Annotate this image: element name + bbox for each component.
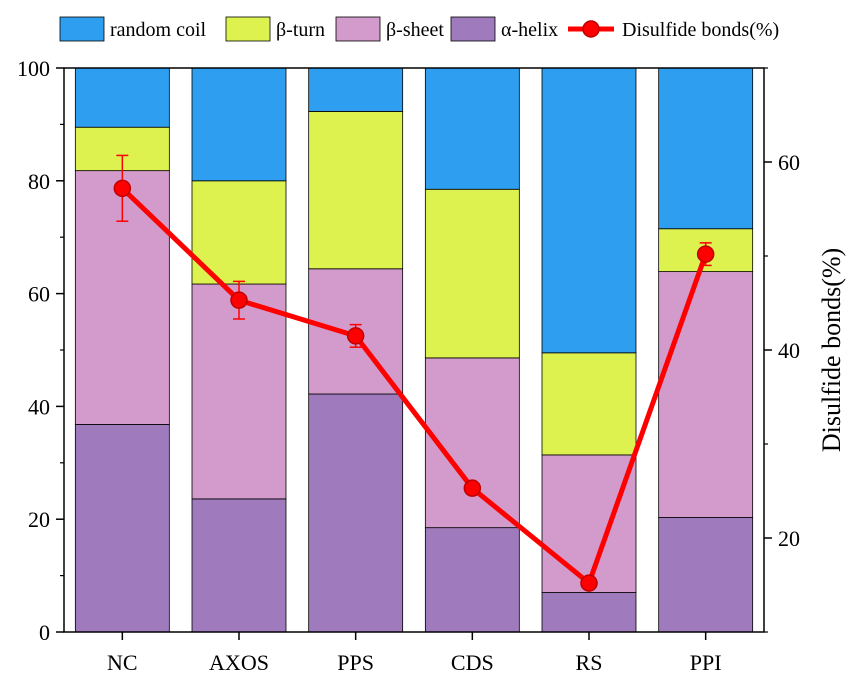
disulfide-point bbox=[463, 479, 482, 497]
x-tick-label: CDS bbox=[451, 650, 494, 675]
bar-nc-helix bbox=[74, 424, 170, 633]
legend-swatch bbox=[225, 16, 271, 42]
bar-ppi-randomcoil bbox=[658, 67, 754, 230]
legend-label: β-turn bbox=[276, 19, 325, 41]
x-tick-label: NC bbox=[107, 650, 138, 675]
bar-rs-sheet bbox=[541, 454, 637, 593]
bar-axos-randomcoil bbox=[191, 67, 287, 182]
bar-nc-randomcoil bbox=[74, 67, 170, 128]
line-layer bbox=[113, 154, 715, 592]
y2-tick-label: 20 bbox=[778, 526, 800, 551]
disulfide-point bbox=[346, 327, 365, 345]
axes-layer: 0 20 40 60 80 100 20 40 60 NC AXOS PPS CDS RS PPI bbox=[17, 56, 800, 675]
legend-label: α-helix bbox=[501, 19, 558, 41]
y-tick-label: 60 bbox=[28, 282, 50, 307]
y2-tick-label: 60 bbox=[778, 150, 800, 175]
y2-tick-label: 40 bbox=[778, 338, 800, 363]
bar-rs-helix bbox=[541, 592, 637, 633]
bar-pps-randomcoil bbox=[308, 67, 404, 112]
legend-label: β-sheet bbox=[386, 19, 444, 41]
bar-ppi-helix bbox=[658, 517, 754, 633]
y-tick-label: 40 bbox=[28, 394, 50, 419]
legend-swatch bbox=[450, 16, 496, 42]
y-tick-label: 20 bbox=[28, 507, 50, 532]
legend-label: random coil bbox=[110, 19, 207, 41]
legend-label: Disulfide bonds(%) bbox=[622, 19, 779, 41]
disulfide-point bbox=[580, 574, 598, 592]
bar-rs-turn bbox=[541, 352, 637, 456]
disulfide-point bbox=[696, 245, 715, 263]
bar-rs-randomcoil bbox=[541, 67, 637, 354]
x-tick-label: PPS bbox=[337, 650, 374, 675]
right-axis-title: Disulfide bonds(%) bbox=[817, 248, 846, 452]
legend-marker bbox=[582, 20, 600, 38]
y-tick-label: 100 bbox=[17, 56, 50, 81]
bar-pps-helix bbox=[308, 393, 404, 633]
x-tick-label: AXOS bbox=[209, 650, 269, 675]
legend: random coil β-turn β-sheet α-helix Disulfide… bbox=[59, 16, 779, 42]
bar-pps-turn bbox=[308, 111, 404, 270]
bar-cds-randomcoil bbox=[424, 67, 520, 190]
y-tick-label: 80 bbox=[28, 169, 50, 194]
disulfide-line bbox=[120, 186, 709, 586]
bar-cds-helix bbox=[424, 527, 520, 633]
x-tick-label: RS bbox=[576, 650, 603, 675]
legend-swatch bbox=[335, 16, 381, 42]
disulfide-point bbox=[230, 291, 248, 309]
legend-swatch bbox=[59, 16, 105, 42]
bar-ppi-sheet bbox=[658, 271, 754, 518]
x-tick-label: PPI bbox=[690, 650, 722, 675]
bar-cds-turn bbox=[424, 188, 520, 359]
bar-cds-sheet bbox=[424, 357, 520, 529]
disulfide-point bbox=[113, 179, 132, 198]
y-tick-label: 0 bbox=[39, 620, 50, 645]
bars-layer bbox=[74, 67, 754, 633]
bar-axos-helix bbox=[191, 498, 287, 633]
